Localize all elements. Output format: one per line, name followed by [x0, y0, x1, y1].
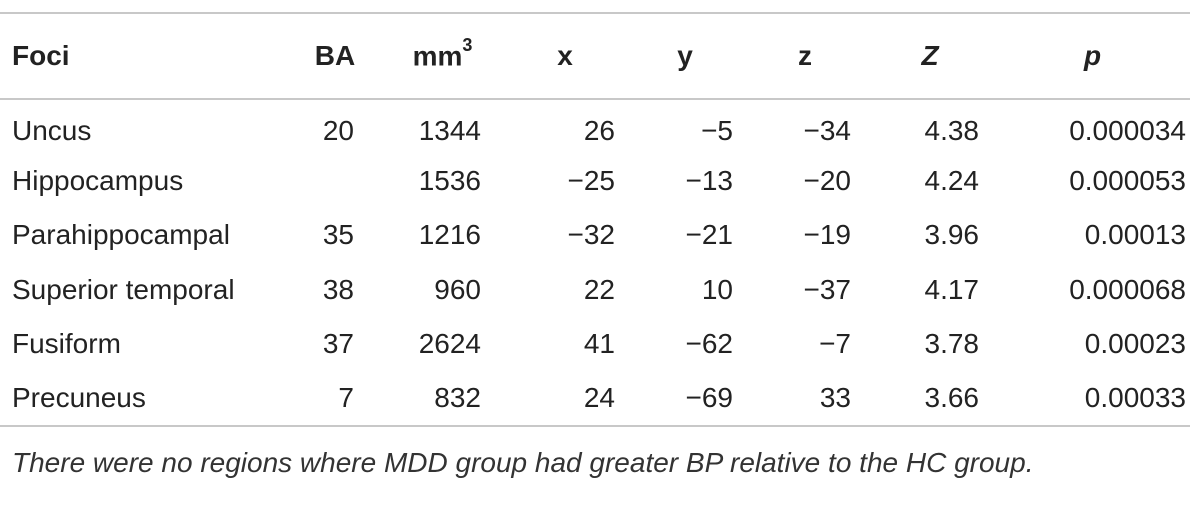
cell-p: 0.00023 — [1084, 328, 1186, 360]
cell-mm3: 1536 — [418, 164, 481, 196]
header-y: y — [625, 12, 745, 100]
cell-ba: 7 — [338, 382, 354, 414]
table-row: Parahippocampal 35 1216 −32 −21 −19 3.96… — [0, 208, 1190, 263]
header-p-value: p — [995, 12, 1190, 100]
cell-z: −7 — [819, 328, 851, 360]
cell-y: −62 — [685, 328, 734, 360]
cell-foci: Parahippocampal — [12, 219, 230, 251]
cell-mm3: 960 — [434, 273, 481, 305]
cell-foci: Superior temporal — [12, 273, 235, 305]
cell-p: 0.00013 — [1084, 219, 1186, 251]
table-footnote: There were no regions where MDD group ha… — [0, 425, 1190, 487]
table-row: Superior temporal 38 960 22 10 −37 4.17 … — [0, 263, 1190, 318]
cell-Z: 4.38 — [924, 114, 980, 146]
cell-foci: Fusiform — [12, 328, 121, 360]
table-body: Uncus 20 1344 26 −5 −34 4.38 0.000034 Hi… — [0, 99, 1190, 426]
header-x: x — [505, 12, 625, 100]
cell-y: 10 — [701, 273, 733, 305]
cell-mm3: 1216 — [418, 219, 481, 251]
cell-p: 0.000053 — [1069, 164, 1186, 196]
cell-p: 0.000034 — [1069, 114, 1186, 146]
cell-p: 0.000068 — [1069, 273, 1186, 305]
cell-Z: 3.78 — [924, 328, 980, 360]
cell-foci: Uncus — [12, 114, 92, 146]
cell-ba — [290, 154, 380, 209]
cell-foci: Hippocampus — [12, 164, 184, 196]
cell-x: 26 — [583, 114, 615, 146]
header-foci: Foci — [0, 12, 290, 100]
cell-mm3: 832 — [434, 382, 481, 414]
cell-Z: 4.17 — [924, 273, 980, 305]
header-mm3-base: mm — [412, 40, 463, 72]
cell-Z: 4.24 — [924, 164, 980, 196]
cell-x: 24 — [583, 382, 615, 414]
cell-foci: Precuneus — [12, 382, 146, 414]
cell-x: 41 — [583, 328, 615, 360]
footnote-row: There were no regions where MDD group ha… — [0, 425, 1190, 487]
header-mm3-sup: 3 — [462, 35, 473, 56]
cell-x: −25 — [567, 164, 616, 196]
cell-Z: 3.66 — [924, 382, 980, 414]
cell-p: 0.00033 — [1084, 382, 1186, 414]
header-ba: BA — [290, 12, 380, 100]
cell-mm3: 1344 — [418, 114, 481, 146]
cell-y: −5 — [701, 114, 733, 146]
header-z: z — [745, 12, 865, 100]
cell-z: −20 — [803, 164, 852, 196]
cell-x: 22 — [583, 273, 615, 305]
table-header: Foci BA mm3 x y z Z p — [0, 12, 1190, 100]
cell-Z: 3.96 — [924, 219, 980, 251]
cell-mm3: 2624 — [418, 328, 481, 360]
table-row: Hippocampus 1536 −25 −13 −20 4.24 0.0000… — [0, 154, 1190, 209]
cell-z: −34 — [803, 114, 852, 146]
cell-y: −69 — [685, 382, 734, 414]
cell-ba: 38 — [322, 273, 354, 305]
table-row: Fusiform 37 2624 41 −62 −7 3.78 0.00023 — [0, 317, 1190, 372]
cell-ba: 35 — [322, 219, 354, 251]
cell-y: −21 — [685, 219, 734, 251]
cell-z: −19 — [803, 219, 852, 251]
table-footer: There were no regions where MDD group ha… — [0, 425, 1190, 487]
cell-x: −32 — [567, 219, 616, 251]
header-mm3: mm3 — [380, 12, 505, 100]
table-row: Precuneus 7 832 24 −69 33 3.66 0.00033 — [0, 372, 1190, 427]
cell-z: −37 — [803, 273, 852, 305]
cell-ba: 37 — [322, 328, 354, 360]
cell-ba: 20 — [322, 114, 354, 146]
header-row: Foci BA mm3 x y z Z p — [0, 12, 1190, 100]
table-row: Uncus 20 1344 26 −5 −34 4.38 0.000034 — [0, 99, 1190, 154]
cell-y: −13 — [685, 164, 734, 196]
results-table: Foci BA mm3 x y z Z p Uncus 20 1344 26 −… — [0, 12, 1190, 487]
header-Z-score: Z — [865, 12, 995, 100]
cell-z: 33 — [819, 382, 851, 414]
